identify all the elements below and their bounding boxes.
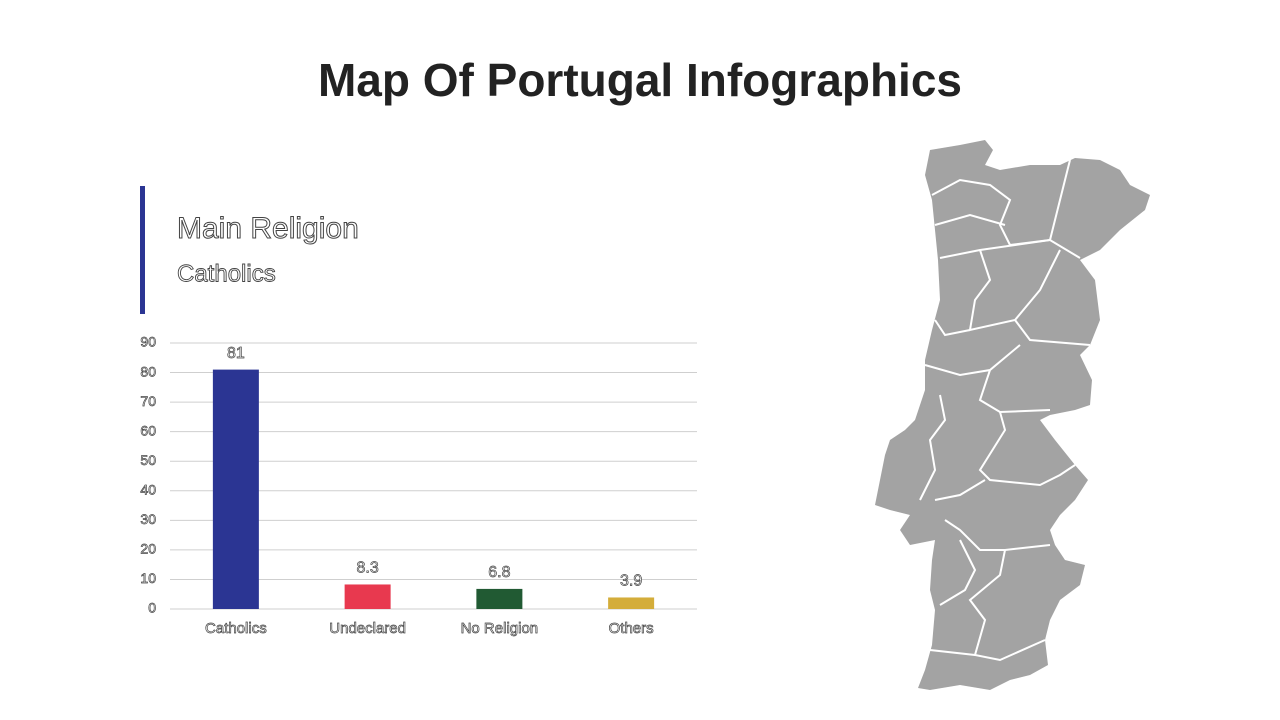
bar [212,369,259,609]
slide-title: Map Of Portugal Infographics [318,54,962,106]
y-tick-label: 40 [140,481,156,497]
value-label: 8.3 [357,560,379,577]
x-tick-label: No Religion [461,620,539,637]
x-tick-label: Catholics [205,620,267,637]
x-tick-label: Undeclared [329,620,406,637]
region-borders [919,159,1091,662]
accent-bar [140,186,145,314]
bar [608,597,655,609]
portugal-map [875,140,1150,690]
value-label: 6.8 [488,564,510,581]
y-tick-label: 80 [140,363,156,379]
y-tick-label: 90 [140,334,156,350]
y-tick-label: 60 [140,422,156,438]
value-label: 81 [227,345,245,362]
y-tick-label: 50 [140,452,156,468]
y-tick-label: 70 [140,393,156,409]
value-label: 3.9 [620,573,642,590]
y-tick-label: 30 [140,511,156,527]
x-tick-label: Others [609,620,654,637]
map-outline [875,140,1150,690]
y-tick-label: 0 [148,600,156,616]
y-tick-label: 20 [140,541,156,557]
panel-subheading: Catholics [177,260,276,287]
bar [476,588,523,609]
bar [344,584,391,609]
y-tick-label: 10 [140,570,156,586]
panel-heading: Main Religion [177,212,359,245]
